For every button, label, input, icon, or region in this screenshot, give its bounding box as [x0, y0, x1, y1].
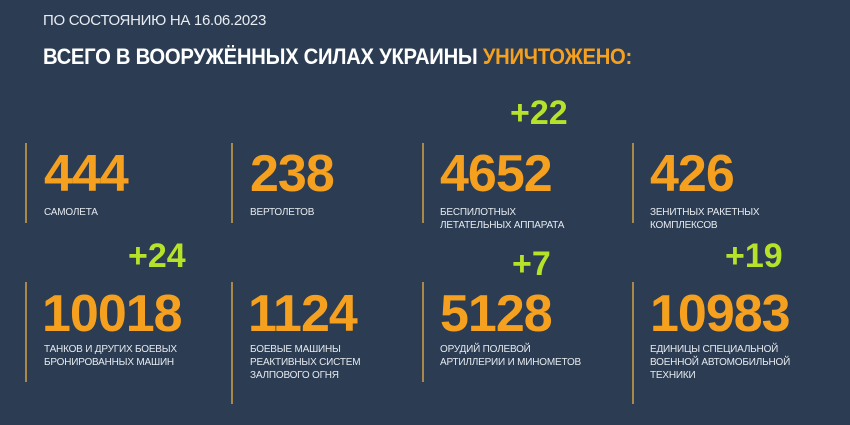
divider [422, 282, 424, 382]
stat-label-mlrs: БОЕВЫЕ МАШИНЫ РЕАКТИВНЫХ СИСТЕМ ЗАЛПОВОГО … [250, 343, 361, 382]
title-main: ВСЕГО В ВООРУЖЁННЫХ СИЛАХ УКРАИНЫ [43, 44, 478, 69]
label-line: АРТИЛЛЕРИИ И МИНОМЕТОВ [440, 357, 581, 368]
divider [632, 143, 634, 223]
label-line: ОРУДИЙ ПОЛЕВОЙ [440, 344, 531, 355]
stat-label-uav: БЕСПИЛОТНЫХ ЛЕТАТЕЛЬНЫХ АППАРАТА [440, 206, 564, 232]
stat-delta-artillery: +7 [512, 245, 551, 283]
label-line: РЕАКТИВНЫХ СИСТЕМ [250, 357, 361, 368]
stat-value-artillery: 5128 [440, 285, 553, 343]
stat-label-artillery: ОРУДИЙ ПОЛЕВОЙ АРТИЛЛЕРИИ И МИНОМЕТОВ [440, 343, 581, 369]
date-line: ПО СОСТОЯНИЮ НА 16.06.2023 [43, 12, 266, 29]
label-line: КОМПЛЕКСОВ [650, 220, 718, 231]
page-title: ВСЕГО В ВООРУЖЁННЫХ СИЛАХ УКРАИНЫ УНИЧТО… [43, 44, 632, 70]
stat-value-mlrs: 1124 [248, 285, 358, 343]
label-line: ВОЕННОЙ АВТОМОБИЛЬНОЙ [650, 357, 791, 368]
label-line: БЕСПИЛОТНЫХ [440, 207, 516, 218]
stat-label-helicopters: ВЕРТОЛЕТОВ [250, 206, 314, 219]
label-line: ТЕХНИКИ [650, 370, 696, 381]
title-highlight: УНИЧТОЖЕНО: [482, 44, 632, 69]
stat-delta-vehicles: +19 [725, 237, 783, 275]
label-line: ЕДИНИЦЫ СПЕЦИАЛЬНОЙ [650, 344, 779, 355]
divider [632, 282, 634, 404]
label-line: ЗАЛПОВОГО ОГНЯ [250, 370, 339, 381]
divider [25, 282, 27, 382]
label-line: САМОЛЕТА [44, 207, 98, 218]
stat-label-vehicles: ЕДИНИЦЫ СПЕЦИАЛЬНОЙ ВОЕННОЙ АВТОМОБИЛЬНОЙ… [650, 343, 790, 382]
label-line: БРОНИРОВАННЫХ МАШИН [44, 357, 174, 368]
stat-value-vehicles: 10983 [650, 285, 791, 343]
divider [422, 143, 424, 223]
label-line: ЛЕТАТЕЛЬНЫХ АППАРАТА [440, 220, 565, 231]
stat-label-aircraft: САМОЛЕТА [44, 206, 98, 219]
stat-label-air-defense: ЗЕНИТНЫХ РАКЕТНЫХ КОМПЛЕКСОВ [650, 206, 760, 232]
stat-delta-tanks: +24 [128, 237, 186, 275]
stat-value-air-defense: 426 [650, 145, 735, 203]
label-line: БОЕВЫЕ МАШИНЫ [250, 344, 341, 355]
label-line: ЗЕНИТНЫХ РАКЕТНЫХ [650, 207, 760, 218]
stat-value-tanks: 10018 [42, 285, 183, 343]
divider [231, 143, 233, 223]
stat-value-helicopters: 238 [250, 145, 335, 203]
divider [25, 143, 27, 223]
stat-label-tanks: ТАНКОВ И ДРУГИХ БОЕВЫХ БРОНИРОВАННЫХ МАШИ… [44, 343, 177, 369]
label-line: ТАНКОВ И ДРУГИХ БОЕВЫХ [44, 344, 177, 355]
stat-value-uav: 4652 [440, 145, 553, 203]
label-line: ВЕРТОЛЕТОВ [250, 207, 315, 218]
stat-value-aircraft: 444 [44, 145, 129, 203]
stat-delta-uav: +22 [510, 94, 568, 132]
divider [231, 282, 233, 404]
